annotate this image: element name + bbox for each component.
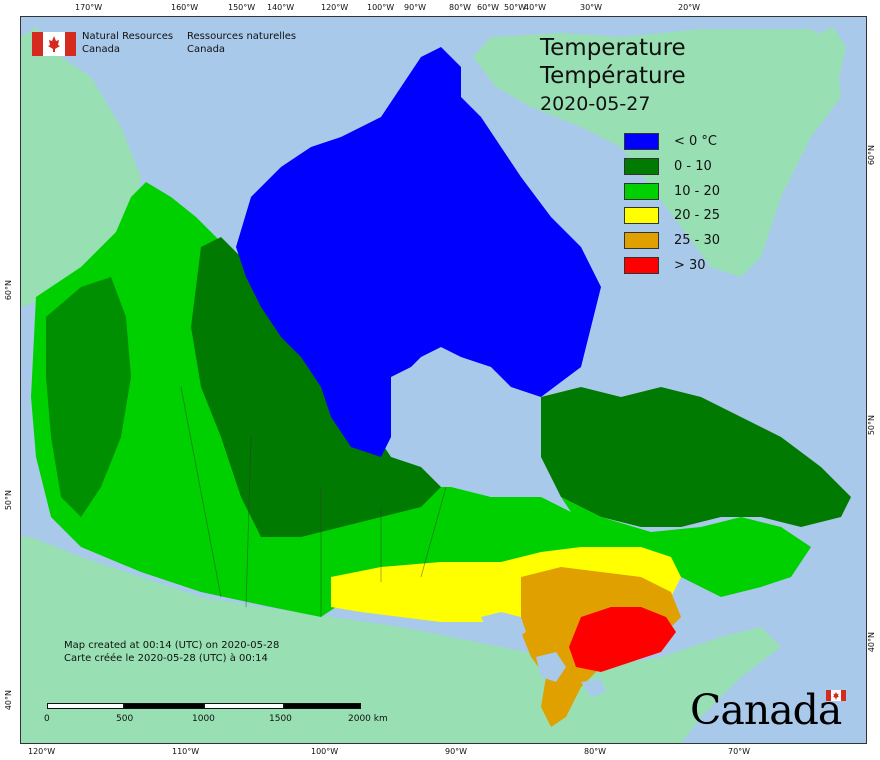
legend-swatch: [624, 157, 659, 175]
region-10-20-east: [561, 497, 811, 597]
legend-item: 10 - 20: [624, 182, 764, 203]
map-canvas[interactable]: [20, 16, 867, 744]
province-boundaries: [180, 386, 447, 617]
legend-label: 0 - 10: [674, 158, 712, 174]
agency-name-en: Natural Resources Canada: [82, 30, 173, 56]
region-above-30: [569, 607, 676, 672]
legend-swatch: [624, 133, 659, 150]
lon-label: 110°W: [172, 747, 200, 756]
great-lakes: [481, 612, 606, 697]
hudson-bay: [391, 362, 541, 497]
scale-segment: [124, 703, 204, 709]
legend-swatch: [624, 232, 659, 250]
scale-segment: [204, 703, 284, 709]
region-0-10-coast: [46, 277, 131, 517]
lon-label: 120°W: [28, 747, 56, 756]
scale-tick: 2000 km: [348, 714, 388, 724]
legend-swatch: [624, 182, 659, 200]
region-0-10-east: [541, 387, 851, 527]
lon-label: 70°W: [728, 747, 751, 756]
agency-name-fr: Ressources naturelles Canada: [187, 30, 296, 56]
legend-item: 20 - 25: [624, 207, 764, 227]
wordmark-flag-icon: [826, 690, 846, 701]
lat-label: 40°N: [867, 632, 876, 653]
greenland-land: [473, 29, 841, 277]
legend-label: < 0 °C: [674, 134, 718, 149]
lon-label: 160°W: [171, 3, 199, 12]
wordmark-text: Canada: [690, 686, 842, 734]
scale-tick: 500: [116, 714, 134, 724]
lat-label: 40°N: [4, 690, 13, 711]
legend-label: 25 - 30: [674, 233, 721, 249]
lon-label: 80°W: [449, 3, 472, 12]
legend-item: 25 - 30: [624, 232, 764, 252]
lon-label: 90°W: [404, 3, 427, 12]
credit-en: Map created at 00:14 (UTC) on 2020-05-28: [64, 640, 280, 651]
lon-label: 150°W: [228, 3, 256, 12]
lon-label: 90°W: [445, 747, 468, 756]
scale-segment: [284, 703, 361, 709]
map-title: Temperature Température 2020-05-27: [540, 34, 686, 118]
temperature-map: [21, 17, 866, 743]
agency-fr-line2: Canada: [187, 44, 226, 55]
lon-label: 100°W: [367, 3, 395, 12]
lon-label: 60°W: [477, 3, 500, 12]
lon-label: 40°W: [524, 3, 547, 12]
lon-label: 140°W: [267, 3, 295, 12]
legend-label: > 30: [674, 257, 706, 273]
lat-label: 60°N: [867, 145, 876, 166]
agency-en-line2: Canada: [82, 44, 121, 55]
legend-swatch: [624, 207, 659, 225]
map-date: 2020-05-27: [540, 93, 651, 115]
agency-en-line1: Natural Resources: [82, 31, 174, 42]
agency-fr-line1: Ressources naturelles: [187, 31, 297, 42]
lat-label: 50°N: [867, 415, 876, 436]
title-fr: Température: [540, 63, 686, 89]
scale-tick: 0: [44, 714, 50, 724]
lon-label: 50°W: [504, 3, 527, 12]
region-below-0: [236, 47, 601, 457]
canada-flag-icon: [32, 32, 76, 56]
lat-label: 50°N: [4, 490, 13, 511]
scale-bar: 0 500 1000 1500 2000 km: [44, 703, 404, 731]
legend-label: 20 - 25: [674, 208, 721, 224]
scale-tick: 1500: [269, 714, 292, 724]
legend-label: 10 - 20: [674, 183, 721, 199]
scale-segment: [47, 703, 124, 709]
legend-swatch: [624, 256, 659, 274]
lon-label: 170°W: [75, 3, 103, 12]
lon-label: 30°W: [580, 3, 603, 12]
lat-label: 60°N: [4, 280, 13, 301]
canada-wordmark: Canada: [690, 686, 850, 734]
lon-label: 100°W: [311, 747, 339, 756]
map-credits: Map created at 00:14 (UTC) on 2020-05-28…: [64, 639, 279, 665]
scale-tick: 1000: [192, 714, 215, 724]
lon-label: 80°W: [584, 747, 607, 756]
lon-label: 20°W: [678, 3, 701, 12]
credit-fr: Carte créée le 2020-05-28 (UTC) à 00:14: [64, 653, 268, 664]
region-10-20-west: [31, 182, 641, 617]
lon-label: 120°W: [321, 3, 349, 12]
legend-item: < 0 °C: [624, 133, 764, 153]
island-land: [809, 27, 846, 87]
legend: < 0 °C 0 - 10 10 - 20 20 - 25 25 - 30 > 30: [624, 133, 764, 282]
legend-item: > 30: [624, 256, 764, 277]
title-en: Temperature: [540, 35, 686, 61]
legend-item: 0 - 10: [624, 157, 764, 178]
region-0-10-central: [191, 237, 441, 537]
